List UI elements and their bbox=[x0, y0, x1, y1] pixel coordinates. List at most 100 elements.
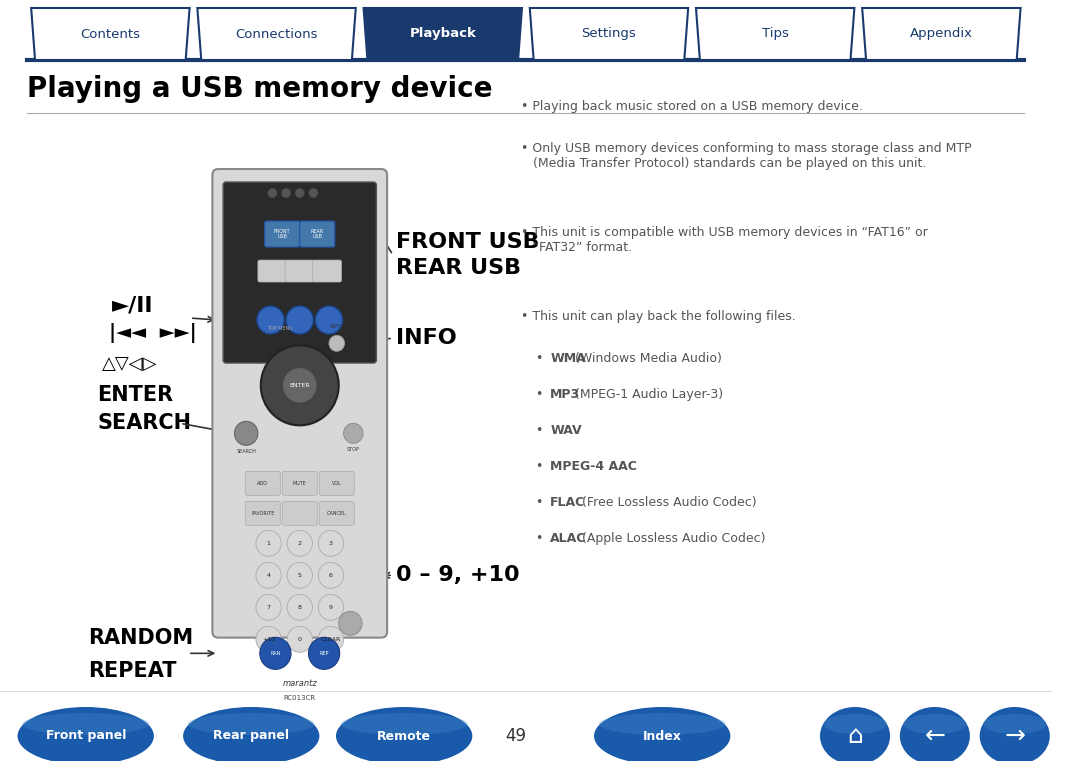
Polygon shape bbox=[31, 8, 190, 60]
Text: Playing a USB memory device: Playing a USB memory device bbox=[27, 75, 492, 103]
Text: →: → bbox=[1004, 724, 1025, 748]
Circle shape bbox=[260, 637, 291, 670]
Text: Rear panel: Rear panel bbox=[213, 730, 289, 743]
Text: REP: REP bbox=[320, 651, 328, 656]
Text: Remote: Remote bbox=[377, 730, 431, 743]
Text: marantz: marantz bbox=[282, 679, 318, 688]
Ellipse shape bbox=[599, 713, 726, 735]
Text: INFO: INFO bbox=[330, 324, 342, 330]
Polygon shape bbox=[862, 8, 1021, 60]
FancyBboxPatch shape bbox=[282, 501, 318, 525]
Text: 49: 49 bbox=[505, 727, 527, 745]
Circle shape bbox=[260, 345, 339, 425]
Circle shape bbox=[319, 594, 343, 620]
Text: WMA: WMA bbox=[550, 352, 586, 365]
Text: 5: 5 bbox=[298, 573, 301, 578]
Text: ENTER: ENTER bbox=[97, 385, 174, 406]
Text: RAN: RAN bbox=[270, 651, 281, 656]
FancyBboxPatch shape bbox=[320, 501, 354, 525]
Text: |◄◄  ►►|: |◄◄ ►►| bbox=[109, 323, 197, 343]
Text: •: • bbox=[536, 532, 543, 545]
Text: FRONT
USB: FRONT USB bbox=[274, 228, 291, 240]
Text: INFO: INFO bbox=[396, 328, 457, 349]
Text: 6: 6 bbox=[329, 573, 333, 578]
Text: REAR
USB: REAR USB bbox=[311, 228, 324, 240]
Text: WAV: WAV bbox=[550, 424, 582, 437]
Text: Index: Index bbox=[643, 730, 681, 743]
FancyBboxPatch shape bbox=[320, 471, 354, 495]
Text: FLAC: FLAC bbox=[550, 496, 585, 509]
Circle shape bbox=[256, 626, 281, 652]
Polygon shape bbox=[364, 8, 522, 60]
Text: ALAC: ALAC bbox=[550, 532, 586, 545]
Ellipse shape bbox=[341, 713, 468, 735]
Circle shape bbox=[329, 336, 345, 352]
Ellipse shape bbox=[23, 713, 149, 735]
Text: • This unit is compatible with USB memory devices in “FAT16” or
   “FAT32” forma: • This unit is compatible with USB memor… bbox=[521, 226, 928, 254]
Text: RC013CR: RC013CR bbox=[284, 696, 315, 702]
Text: • Only USB memory devices conforming to mass storage class and MTP
   (Media Tra: • Only USB memory devices conforming to … bbox=[521, 142, 972, 170]
Ellipse shape bbox=[336, 707, 472, 761]
Text: Front panel: Front panel bbox=[45, 730, 126, 743]
Ellipse shape bbox=[184, 707, 320, 761]
Text: FAVORITE: FAVORITE bbox=[251, 511, 274, 516]
FancyBboxPatch shape bbox=[245, 471, 281, 495]
Ellipse shape bbox=[17, 707, 153, 761]
Text: 2: 2 bbox=[298, 541, 301, 546]
Text: Settings: Settings bbox=[582, 27, 636, 40]
Ellipse shape bbox=[820, 707, 890, 761]
Text: •: • bbox=[536, 496, 543, 509]
Text: Tips: Tips bbox=[761, 27, 788, 40]
Ellipse shape bbox=[188, 713, 314, 735]
Text: VOL: VOL bbox=[332, 481, 341, 486]
Text: Appendix: Appendix bbox=[909, 27, 973, 40]
Text: RANDOM: RANDOM bbox=[87, 629, 192, 648]
Text: (MPEG-1 Audio Layer-3): (MPEG-1 Audio Layer-3) bbox=[571, 388, 724, 401]
Circle shape bbox=[282, 368, 318, 403]
Text: ADD: ADD bbox=[257, 481, 268, 486]
Text: MP3: MP3 bbox=[550, 388, 580, 401]
FancyBboxPatch shape bbox=[265, 221, 300, 247]
FancyBboxPatch shape bbox=[285, 260, 314, 282]
Circle shape bbox=[339, 611, 362, 635]
Text: MUTE: MUTE bbox=[293, 481, 307, 486]
Text: +10: +10 bbox=[262, 637, 275, 642]
Text: •: • bbox=[536, 388, 543, 401]
Circle shape bbox=[295, 188, 305, 198]
Ellipse shape bbox=[980, 707, 1050, 761]
Text: 7: 7 bbox=[267, 605, 271, 610]
Text: (Windows Media Audio): (Windows Media Audio) bbox=[571, 352, 723, 365]
Circle shape bbox=[309, 637, 340, 670]
Text: △▽◁▷: △▽◁▷ bbox=[103, 355, 158, 372]
Circle shape bbox=[256, 562, 281, 588]
Text: • Playing back music stored on a USB memory device.: • Playing back music stored on a USB mem… bbox=[521, 100, 863, 113]
FancyBboxPatch shape bbox=[224, 182, 377, 363]
Text: ENTER: ENTER bbox=[289, 383, 310, 388]
FancyBboxPatch shape bbox=[258, 260, 287, 282]
Circle shape bbox=[287, 530, 312, 556]
Text: • This unit can play back the following files.: • This unit can play back the following … bbox=[521, 310, 796, 323]
Text: STOP: STOP bbox=[347, 447, 360, 452]
Text: SEARCH: SEARCH bbox=[97, 413, 191, 433]
Text: (Free Lossless Audio Codec): (Free Lossless Audio Codec) bbox=[578, 496, 757, 509]
Text: 3: 3 bbox=[329, 541, 333, 546]
Text: •: • bbox=[536, 460, 543, 473]
Polygon shape bbox=[696, 8, 854, 60]
Circle shape bbox=[256, 530, 281, 556]
Circle shape bbox=[319, 530, 343, 556]
Circle shape bbox=[287, 562, 312, 588]
Circle shape bbox=[281, 188, 291, 198]
Text: 0 – 9, +10: 0 – 9, +10 bbox=[396, 565, 519, 585]
FancyBboxPatch shape bbox=[282, 471, 318, 495]
Polygon shape bbox=[530, 8, 688, 60]
Text: ►/II: ►/II bbox=[112, 295, 153, 315]
Text: 1: 1 bbox=[267, 541, 270, 546]
Circle shape bbox=[343, 423, 363, 444]
Circle shape bbox=[315, 306, 342, 334]
FancyBboxPatch shape bbox=[213, 169, 387, 638]
Ellipse shape bbox=[900, 707, 970, 761]
Circle shape bbox=[268, 188, 278, 198]
FancyBboxPatch shape bbox=[300, 221, 335, 247]
Text: 4: 4 bbox=[267, 573, 271, 578]
Ellipse shape bbox=[823, 714, 887, 734]
